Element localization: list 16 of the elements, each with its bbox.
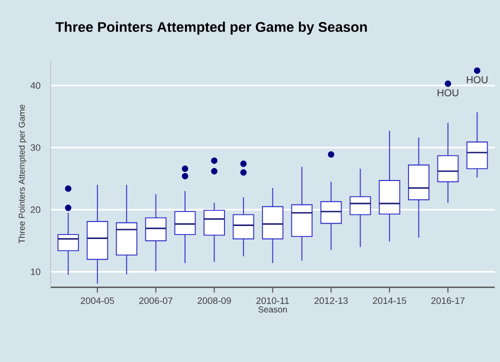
x-tick-label: 2006-07: [139, 297, 172, 304]
x-tick-label: 2016-17: [431, 297, 465, 304]
x-tick-label: 2010-11: [256, 297, 289, 304]
x-tick-label: 2008-09: [198, 297, 231, 304]
x-tick-label: 2012-13: [314, 297, 348, 304]
y-tick-label: 20: [30, 206, 40, 213]
x-axis-title: Season: [258, 306, 287, 313]
x-tick-label: 2004-05: [80, 297, 114, 304]
y-tick-label: 10: [31, 268, 40, 276]
annotation: HOU: [466, 76, 488, 84]
y-axis-title: Three Pointers Attempted per Game: [18, 104, 27, 244]
x-tick-label: 2014-15: [372, 297, 406, 304]
chart-title: Three Pointers Attempted per Game by Season: [56, 22, 367, 35]
annotation: HOU: [438, 89, 458, 96]
y-tick-label: 40: [30, 82, 40, 89]
y-tick-label: 30: [30, 144, 40, 151]
